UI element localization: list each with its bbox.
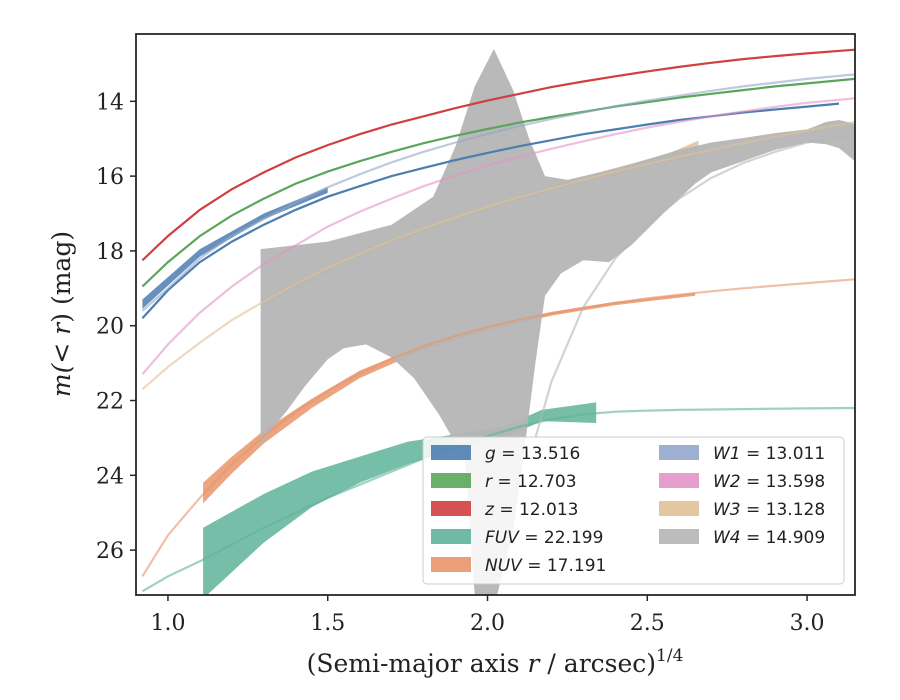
line-r [141,77,855,288]
legend-label-nuv: NUV = 17.191 [485,556,606,576]
y-tick-label: 18 [96,240,124,265]
uncertainty-bands [142,49,855,595]
legend-swatch-fuv [431,529,471,544]
y-tick-label: 24 [96,464,124,489]
legend-swatch-w1 [659,445,699,460]
x-tick-label: 2.0 [470,611,505,636]
x-tick-label: 1.5 [310,611,345,636]
x-tick-label: 2.5 [630,611,665,636]
x-tick-label: 1.0 [150,611,185,636]
legend-swatch-z [431,501,471,516]
x-axis-label: (Semi-major axis r / arcsec)1/4 [307,646,684,678]
y-tick-label: 14 [96,90,124,115]
band-w4 [260,49,855,595]
y-tick-label: 26 [96,539,124,564]
legend-label-w2: W2 = 13.598 [713,472,825,492]
legend-label-w4: W4 = 14.909 [713,528,825,548]
line-w3 [141,120,855,391]
legend-swatch-r [431,473,471,488]
plot-frame [135,33,856,596]
y-tick-label: 20 [96,315,124,340]
line-nuv [141,278,855,577]
legend-swatch-w2 [659,473,699,488]
legend-frame [422,436,845,585]
legend-swatch-w4 [659,529,699,544]
legend-label-fuv: FUV = 22.199 [485,528,603,548]
line-w4 [534,133,855,439]
line-z [141,48,855,262]
legend-swatch-nuv [431,557,471,572]
band-g [142,187,328,309]
x-tick-label: 3.0 [790,611,825,636]
legend-label-w1: W1 = 13.011 [713,444,825,464]
x-axis-ticks: 1.0 1.5 2.0 2.5 3.0 [150,595,825,636]
legend-label-w3: W3 = 13.128 [713,500,825,520]
legend-label-r: r = 12.703 [485,472,577,492]
y-tick-label: 22 [96,390,124,415]
legend-label-g: g = 13.516 [485,444,580,464]
y-tick-label: 16 [96,165,124,190]
y-axis-ticks: 14 16 18 20 22 24 26 [96,90,136,564]
legend-swatch-w3 [659,501,699,516]
y-axis-label: m(< r) (mag) [47,231,76,397]
band-fuv [203,402,597,595]
line-w1 [141,73,855,312]
line-w2 [141,97,855,376]
legend: g = 13.516 r = 12.703 z = 12.013 FUV = 22.1… [422,436,845,585]
legend-swatch-g [431,445,471,460]
legend-label-z: z = 12.013 [484,500,578,520]
